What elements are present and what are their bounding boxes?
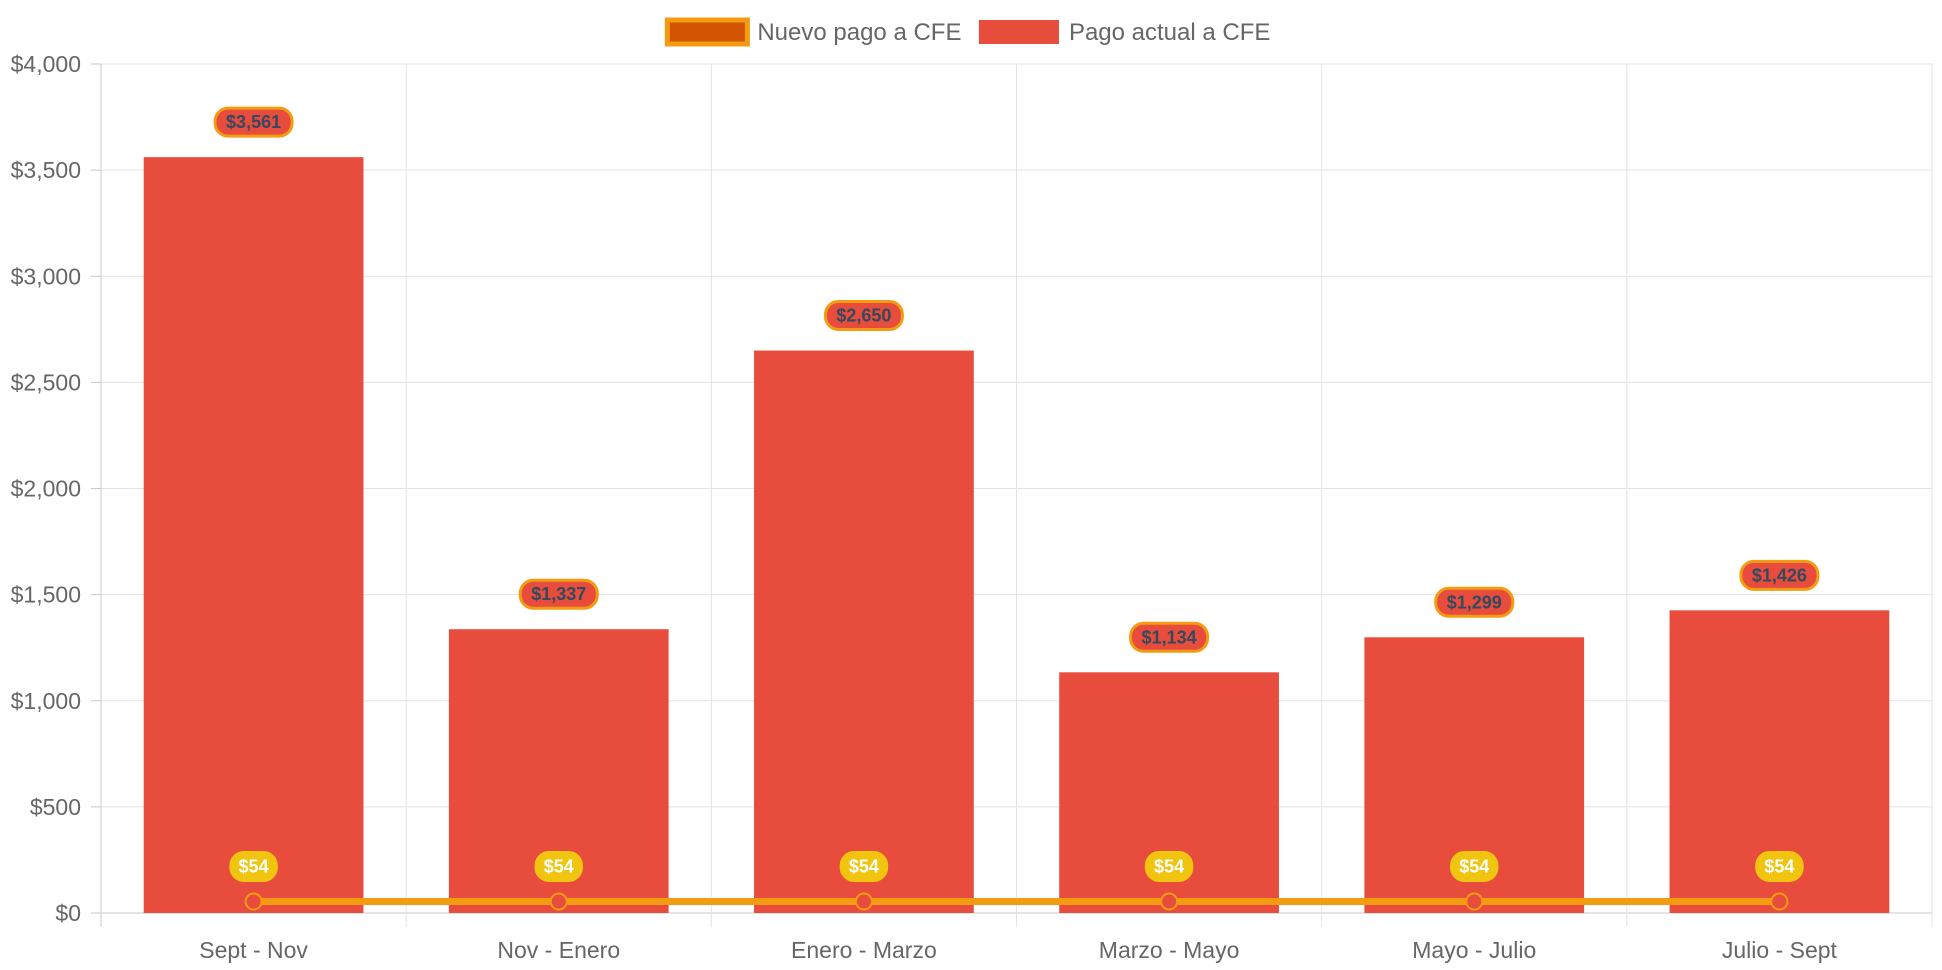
line-point[interactable] (549, 892, 568, 911)
legend-swatch (978, 20, 1059, 44)
y-tick-label: $3,500 (11, 157, 81, 183)
legend-label: Nuevo pago a CFE (757, 19, 961, 46)
bar-data-label: $1,299 (1447, 592, 1502, 612)
y-tick-label: $3,000 (11, 263, 81, 289)
bar-series (143, 157, 1890, 914)
legend[interactable]: Nuevo pago a CFE Pago actual a CFE (664, 17, 1270, 47)
line-data-label: $54 (1764, 857, 1794, 877)
line-point[interactable] (1160, 892, 1179, 911)
y-tick-label: $1,000 (11, 688, 81, 714)
grid (100, 63, 1933, 927)
bar-data-label-bg (213, 106, 294, 138)
y-tick-label: $2,000 (11, 476, 81, 502)
line-data-label-bg (229, 851, 278, 883)
line-data-label-bg (534, 851, 583, 883)
x-tick-label: Julio - Sept (1722, 937, 1838, 963)
line-data-label: $54 (544, 857, 574, 877)
bar-data-label: $1,337 (531, 584, 586, 604)
line-data-label-bg (1450, 851, 1499, 883)
line-point[interactable] (1770, 892, 1789, 911)
legend-label: Pago actual a CFE (1069, 19, 1270, 46)
bar[interactable] (143, 157, 364, 914)
line-data-label: $54 (1459, 857, 1489, 877)
line-series (244, 892, 1789, 911)
bar-data-label: $2,650 (836, 306, 891, 326)
x-tick-label: Nov - Enero (497, 937, 620, 963)
x-tick-label: Marzo - Mayo (1099, 937, 1240, 963)
y-tick-label: $4,000 (11, 51, 81, 77)
y-tick-label: $2,500 (11, 369, 81, 395)
y-tick-label: $1,500 (11, 582, 81, 608)
bar-data-label-bg (1129, 621, 1210, 653)
x-tick-label: Mayo - Julio (1412, 937, 1536, 963)
line-data-label-bg (1144, 851, 1194, 883)
x-tick-label: Sept - Nov (199, 937, 308, 963)
bar-data-label-bg (823, 300, 904, 332)
bar-data-label: $1,426 (1752, 565, 1807, 585)
line-point[interactable] (854, 892, 873, 911)
line-data-label: $54 (239, 857, 269, 877)
bar[interactable] (754, 350, 974, 914)
y-tick-label: $500 (30, 794, 81, 820)
bar-data-label-bg (1434, 586, 1515, 618)
bar-data-label: $1,134 (1142, 627, 1197, 647)
legend-swatch (664, 17, 750, 47)
y-tick-label: $0 (55, 900, 81, 926)
bar-data-label-bg (1739, 559, 1820, 591)
line-data-label-bg (839, 851, 889, 883)
line-point[interactable] (244, 892, 263, 911)
bar-data-label: $3,561 (226, 112, 281, 132)
line-point[interactable] (1465, 892, 1484, 911)
line-data-label-bg (1755, 851, 1804, 883)
line-data-label: $54 (849, 857, 879, 877)
legend-item-nuevo-pago[interactable]: Nuevo pago a CFE (664, 17, 961, 47)
x-tick-label: Enero - Marzo (791, 937, 937, 963)
axes: $0 $500 $1,000 $1,500 $2,000 $2,500 $3,000 $3,5… (11, 51, 1838, 963)
legend-item-pago-actual[interactable]: Pago actual a CFE (978, 19, 1270, 46)
bar-data-label-bg (518, 578, 599, 610)
line-data-label: $54 (1154, 857, 1184, 877)
data-labels: $3,561 $1,337 $2,650 $1,134 $1,299 $1,426 $54 $… (213, 106, 1820, 883)
